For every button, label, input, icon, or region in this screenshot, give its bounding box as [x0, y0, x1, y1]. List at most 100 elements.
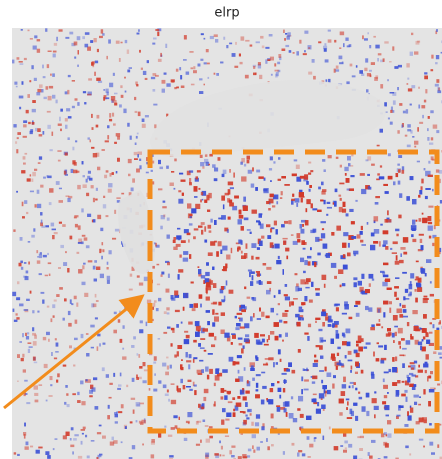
noise-dot: [65, 385, 68, 388]
noise-dot: [102, 242, 104, 245]
noise-dot: [271, 74, 273, 76]
noise-dot: [178, 236, 180, 240]
noise-dot: [229, 169, 231, 173]
noise-dot: [152, 266, 155, 269]
noise-dot: [256, 389, 259, 391]
noise-dot: [95, 294, 97, 298]
noise-dot: [419, 190, 422, 195]
noise-dot: [260, 334, 265, 336]
noise-dot: [204, 389, 209, 393]
noise-dot: [63, 365, 66, 367]
noise-dot: [164, 311, 167, 314]
noise-dot: [50, 149, 53, 151]
noise-dot: [405, 289, 408, 293]
noise-dot: [422, 347, 426, 352]
noise-dot: [428, 161, 430, 164]
noise-dot: [360, 436, 364, 438]
noise-dot: [244, 338, 249, 342]
noise-dot: [170, 365, 172, 369]
noise-dot: [193, 236, 196, 239]
noise-dot: [163, 201, 166, 203]
noise-dot: [42, 300, 44, 304]
noise-dot: [436, 79, 439, 83]
noise-dot: [328, 30, 331, 32]
noise-dot: [356, 313, 360, 317]
noise-dot: [428, 222, 432, 224]
noise-dot: [196, 444, 200, 446]
noise-dot: [296, 165, 300, 169]
noise-dot: [421, 245, 424, 250]
noise-dot: [331, 232, 334, 236]
noise-dot: [425, 362, 428, 364]
noise-dot: [141, 68, 143, 70]
noise-dot: [26, 271, 29, 274]
noise-dot: [393, 100, 396, 104]
noise-dot: [28, 241, 31, 243]
noise-dot: [256, 257, 260, 260]
noise-dot: [65, 37, 69, 39]
noise-dot: [255, 355, 257, 358]
noise-dot: [396, 415, 400, 417]
noise-dot: [271, 444, 274, 446]
noise-dot: [108, 189, 112, 193]
noise-dot: [123, 109, 126, 114]
noise-dot: [250, 316, 253, 321]
noise-dot: [32, 172, 36, 176]
noise-dot: [176, 69, 179, 72]
noise-dot: [335, 189, 338, 193]
noise-dot: [276, 405, 280, 407]
noise-dot: [383, 230, 389, 234]
noise-dot: [234, 196, 239, 199]
noise-dot: [383, 275, 388, 277]
noise-dot: [408, 415, 412, 420]
noise-dot: [317, 210, 322, 212]
noise-dot: [231, 248, 233, 253]
noise-dot: [81, 429, 85, 431]
noise-dot: [420, 268, 423, 273]
noise-dot: [305, 287, 309, 289]
noise-dot: [71, 303, 73, 305]
noise-dot: [433, 351, 436, 354]
noise-dot: [390, 122, 393, 125]
noise-dot: [117, 136, 120, 140]
noise-dot: [78, 225, 81, 229]
noise-dot: [366, 393, 370, 398]
noise-dot: [235, 327, 239, 330]
noise-dot: [139, 421, 142, 424]
noise-dot: [59, 222, 62, 224]
noise-dot: [198, 269, 201, 274]
noise-dot: [31, 65, 33, 69]
noise-dot: [398, 215, 401, 219]
noise-dot: [274, 63, 276, 66]
noise-dot: [282, 49, 286, 52]
noise-dot: [233, 361, 236, 365]
noise-dot: [283, 30, 285, 33]
noise-dot: [301, 302, 305, 305]
noise-dot: [244, 218, 249, 221]
noise-dot: [387, 433, 391, 437]
noise-dot: [46, 332, 50, 335]
noise-dot: [228, 189, 231, 194]
noise-dot: [307, 336, 309, 341]
noise-dot: [293, 298, 298, 300]
noise-dot: [178, 269, 183, 272]
noise-dot: [37, 128, 40, 132]
noise-dot: [52, 132, 54, 136]
noise-dot: [206, 310, 210, 313]
noise-dot: [239, 215, 244, 219]
noise-dot: [258, 62, 261, 65]
noise-dot: [12, 292, 16, 296]
noise-dot: [171, 298, 175, 301]
noise-dot: [90, 139, 92, 142]
noise-dot: [341, 391, 346, 396]
noise-dot: [97, 49, 99, 52]
noise-dot: [379, 241, 381, 246]
noise-dot: [397, 380, 400, 383]
noise-dot: [347, 45, 350, 47]
noise-dot: [346, 213, 349, 216]
noise-dot: [66, 195, 70, 197]
noise-dot: [44, 97, 47, 99]
noise-dot: [326, 214, 328, 216]
noise-dot: [392, 252, 397, 254]
noise-dot: [37, 260, 41, 263]
